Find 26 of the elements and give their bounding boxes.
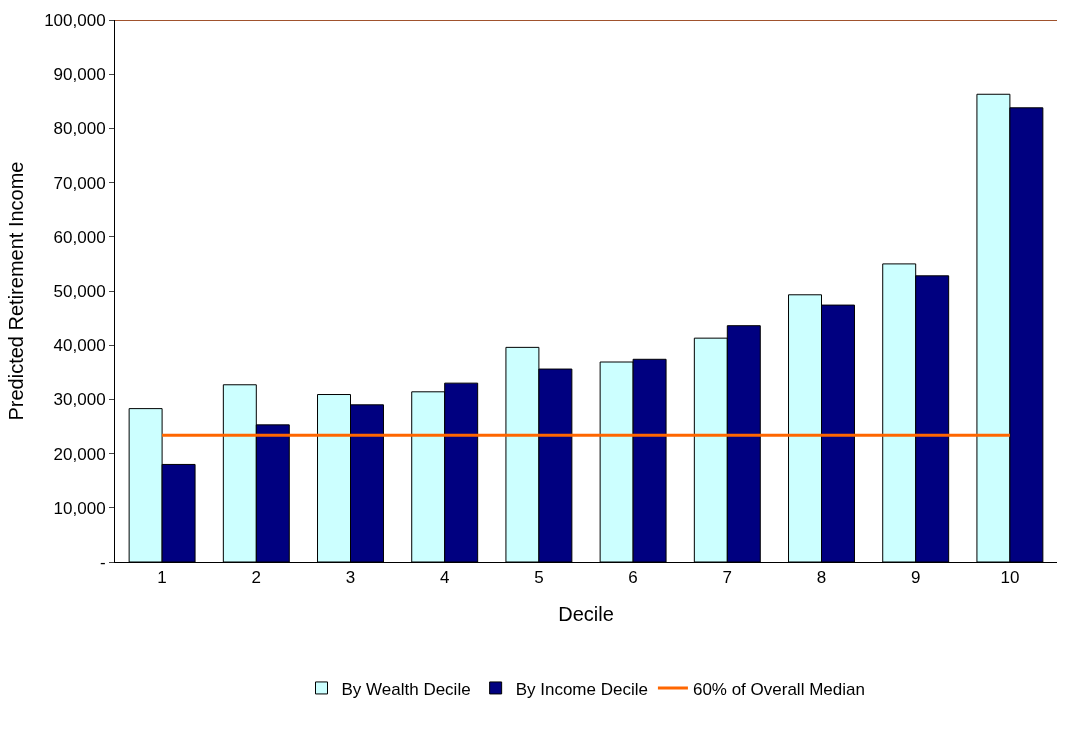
- legend-label: 60% of Overall Median: [692, 679, 865, 699]
- x-tick-label: 5: [534, 568, 544, 588]
- y-axis-title: Predicted Retirement Income: [4, 161, 27, 421]
- y-tick-label: 100,000: [44, 10, 106, 30]
- y-tick-label: 90,000: [53, 65, 106, 85]
- x-tick-label: 10: [1000, 568, 1020, 588]
- y-tick-label: 70,000: [53, 173, 106, 193]
- y-tick-label: 30,000: [53, 390, 106, 410]
- y-tick-label: -: [99, 552, 106, 572]
- x-tick-label: 9: [910, 568, 921, 588]
- y-tick-label: 60,000: [53, 227, 106, 247]
- x-tick-label: 4: [439, 568, 450, 588]
- y-tick-label: 40,000: [53, 336, 106, 356]
- x-tick-label: 1: [157, 568, 167, 588]
- x-tick-label: 3: [345, 568, 356, 588]
- x-axis-title: Decile: [558, 602, 614, 625]
- y-tick-label: 10,000: [53, 498, 106, 518]
- x-tick-label: 6: [628, 568, 638, 588]
- y-tick-label: 50,000: [53, 281, 106, 301]
- x-tick-label: 8: [816, 568, 827, 588]
- x-tick-label: 7: [722, 568, 733, 588]
- y-tick-label: 20,000: [53, 444, 106, 464]
- legend-label: By Income Decile: [515, 679, 648, 699]
- legend-label: By Wealth Decile: [341, 679, 471, 699]
- y-tick-label: 80,000: [53, 119, 106, 139]
- x-tick-label: 2: [251, 568, 262, 588]
